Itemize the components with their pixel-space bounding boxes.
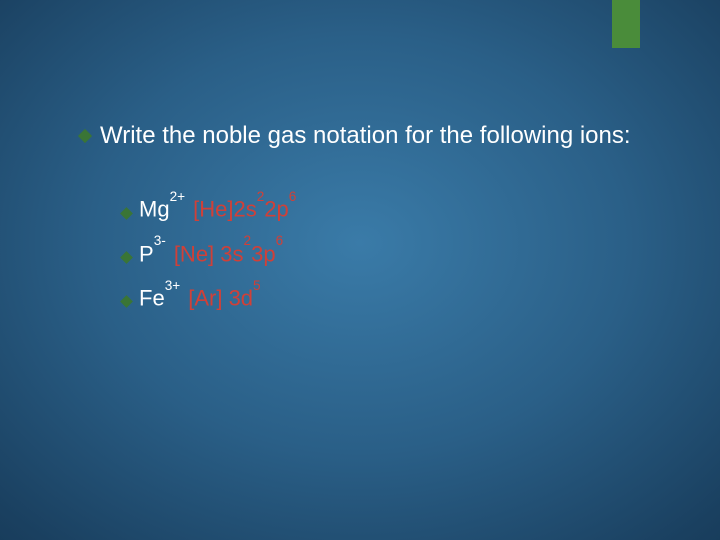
answer-text: [He]2s22p6 (193, 196, 296, 222)
ion-label: P3- (139, 241, 166, 267)
diamond-icon (78, 129, 92, 143)
prompt-after: the noble gas notation for the following… (156, 122, 631, 149)
list-item: Fe3+ [Ar] 3d5 (122, 285, 660, 311)
answer-mid: 2p (264, 197, 288, 222)
ion-base: Fe (139, 285, 165, 310)
accent-bar (612, 0, 640, 48)
ion-charge: 3+ (165, 278, 181, 293)
ion-charge: 2+ (170, 189, 186, 204)
answer-mid: 3p (251, 241, 275, 266)
diamond-icon (120, 251, 133, 264)
ion-base: P (139, 241, 154, 266)
prompt-text: Write the noble gas notation for the fol… (100, 120, 631, 152)
ion-label: Fe3+ (139, 285, 180, 311)
answer-core: [Ar] 3d (188, 285, 253, 310)
answer-text: [Ar] 3d5 (188, 285, 260, 311)
list-item: P3- [Ne] 3s23p6 (122, 241, 660, 267)
answer-text: [Ne] 3s23p6 (174, 241, 283, 267)
answer-sup: 6 (289, 189, 297, 204)
main-bullet: Write the noble gas notation for the fol… (80, 120, 660, 152)
answer-sup: 6 (276, 233, 284, 248)
answer-sup: 5 (253, 278, 261, 293)
prompt-before: Write (100, 122, 156, 149)
answer-sup: 2 (257, 189, 265, 204)
diamond-icon (120, 207, 133, 220)
answer-core: [He]2s (193, 197, 257, 222)
ion-charge: 3- (154, 233, 166, 248)
ion-list: Mg2+ [He]2s22p6 P3- [Ne] 3s23p6 Fe3+ [Ar… (122, 196, 660, 311)
slide-content: Write the noble gas notation for the fol… (80, 120, 660, 329)
diamond-icon (120, 296, 133, 309)
ion-base: Mg (139, 197, 170, 222)
ion-label: Mg2+ (139, 196, 185, 222)
answer-core: [Ne] 3s (174, 241, 244, 266)
answer-sup: 2 (244, 233, 252, 248)
list-item: Mg2+ [He]2s22p6 (122, 196, 660, 222)
